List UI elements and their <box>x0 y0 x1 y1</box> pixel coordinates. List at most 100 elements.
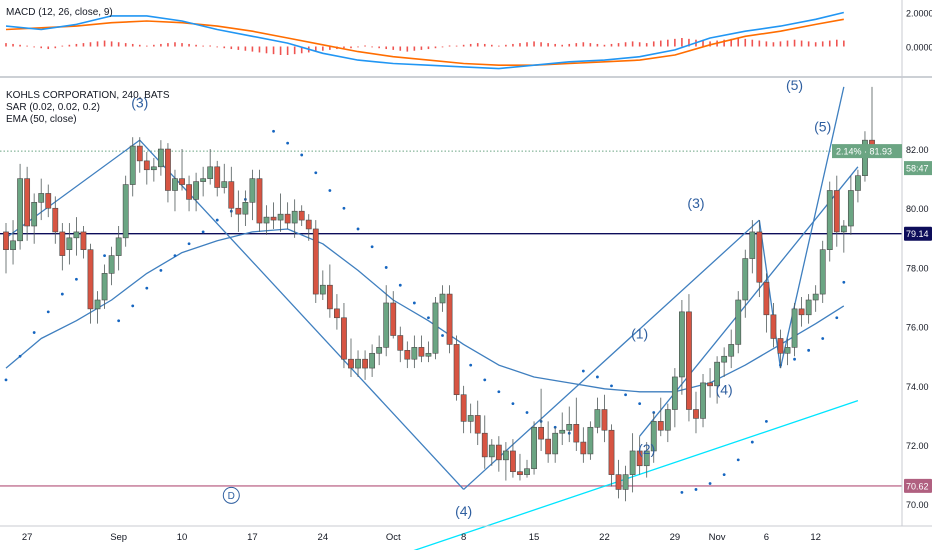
macd-axis-label: 2.0000 <box>906 9 932 19</box>
sar-dot <box>638 402 642 405</box>
candle-body <box>805 299 812 316</box>
candle-body <box>763 281 770 316</box>
wave-label: (1) <box>631 325 648 341</box>
candle-body <box>601 409 608 431</box>
candle-body <box>172 178 178 191</box>
candle-body <box>157 148 164 168</box>
change-tag-bg <box>832 144 902 159</box>
candle-body <box>453 344 460 396</box>
candle-body <box>552 432 559 455</box>
sar-dot <box>764 419 768 423</box>
candle-body <box>186 184 192 200</box>
sar-dot <box>525 411 529 414</box>
sar-dot <box>328 189 332 192</box>
sar-dot <box>610 384 613 388</box>
candle-body <box>686 311 692 410</box>
candle-body <box>664 409 671 431</box>
candle-body <box>855 175 861 191</box>
dividend-marker <box>222 486 240 504</box>
sar-dot <box>370 245 374 249</box>
time-axis-label: Nov <box>709 532 726 543</box>
candle-body <box>348 358 354 369</box>
sar-dot <box>314 171 318 175</box>
time-axis-label: Sep <box>110 532 127 543</box>
time-axis-label: 22 <box>599 532 610 543</box>
sar-dot <box>581 369 585 373</box>
sar-dot <box>483 378 487 382</box>
candle-body <box>791 308 798 348</box>
time-axis-label: 15 <box>529 532 540 543</box>
wave-label: (3) <box>131 95 148 111</box>
sar-dot <box>342 206 346 210</box>
sar-dot <box>75 277 78 281</box>
candle-body <box>305 219 312 230</box>
candle-body <box>847 190 854 227</box>
candle-body <box>474 415 481 434</box>
candle-body <box>812 293 819 301</box>
price-panel: (3) (4) (1) (2) (3) (4) (5) (5) D <box>0 77 902 550</box>
candle-body <box>221 181 228 188</box>
wave-label: (3) <box>687 195 704 211</box>
candle-body <box>728 344 735 357</box>
candle-body <box>615 474 622 490</box>
sar-dot <box>821 337 825 340</box>
time-axis-label: 12 <box>810 532 821 543</box>
candle-body <box>446 293 453 345</box>
sar-dot <box>412 301 416 305</box>
price-axis-label: 70.00 <box>906 500 929 510</box>
lower-level-tag: 70.62 <box>906 481 929 491</box>
candle-body <box>826 190 833 250</box>
candle-body <box>411 347 418 360</box>
candle-body <box>115 237 122 256</box>
time-axis-label: 17 <box>247 532 258 543</box>
candle-body <box>31 202 38 227</box>
candle-body <box>143 160 150 171</box>
sar-dot <box>793 357 796 361</box>
price-axis-label: 76.00 <box>906 323 929 333</box>
time-axis-label: 10 <box>177 532 188 543</box>
candle-body <box>101 273 108 301</box>
candle-body <box>679 311 685 378</box>
candle-body <box>404 350 411 360</box>
candle-body <box>608 429 615 475</box>
dividend-marker-label: D <box>228 491 235 502</box>
macd-legend-text: MACD (12, 26, close, 9) <box>6 7 113 18</box>
time-axis-label: 29 <box>670 532 681 543</box>
candle-body <box>467 415 474 422</box>
candle-body <box>671 376 678 410</box>
candle-body <box>235 207 242 215</box>
sar-dot <box>708 482 712 485</box>
candle-body <box>735 299 742 345</box>
trend-line <box>779 86 845 369</box>
sar-dot <box>159 269 163 272</box>
candle-body <box>390 302 397 336</box>
sar-dot <box>187 242 191 246</box>
candle-body <box>524 468 530 475</box>
candle-body <box>87 249 94 310</box>
candle-body <box>200 178 207 182</box>
candle-body <box>756 231 763 283</box>
candle-body <box>833 190 840 233</box>
candle-body <box>242 202 249 215</box>
macd-line <box>5 11 844 70</box>
candle-body <box>798 308 805 316</box>
candle-body <box>228 181 235 209</box>
sar-dot <box>4 378 8 382</box>
candle-body <box>580 441 587 455</box>
candle-body <box>334 308 340 319</box>
countdown-bg <box>904 161 932 176</box>
macd-panel <box>5 11 845 70</box>
candle-body <box>277 213 284 221</box>
candle-body <box>270 216 277 221</box>
candle-body <box>383 302 390 348</box>
sar-dot <box>842 280 846 284</box>
candle-body <box>319 284 326 295</box>
sar-dot <box>469 363 473 367</box>
candle-body <box>263 216 270 224</box>
candle-body <box>622 474 629 490</box>
candle-body <box>291 210 298 224</box>
sar-dot <box>596 375 599 379</box>
sar-dot <box>103 254 106 257</box>
candle-body <box>376 347 383 354</box>
